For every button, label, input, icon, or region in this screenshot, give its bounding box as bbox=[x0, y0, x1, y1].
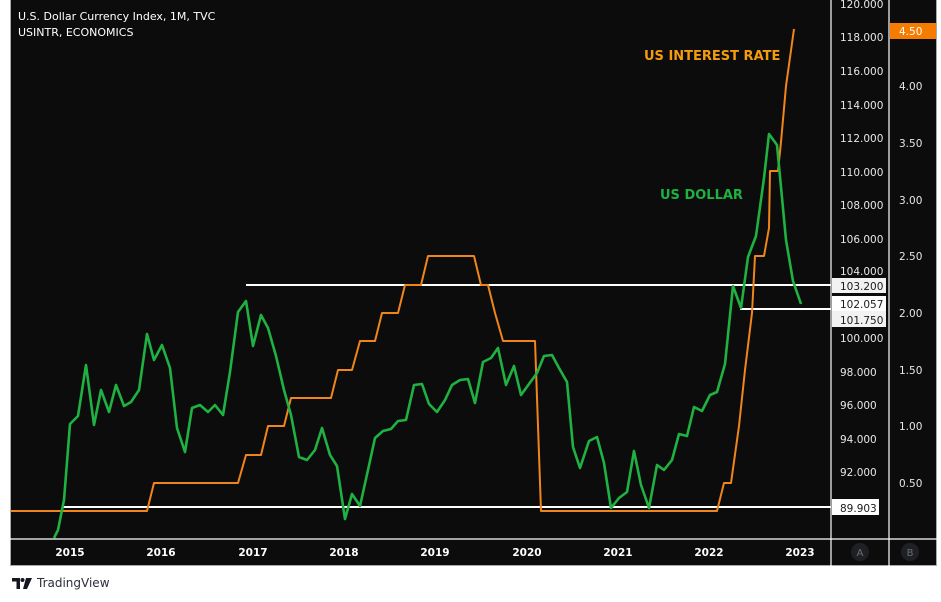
x-tick: 2017 bbox=[238, 547, 267, 559]
legend-symbol-usintr[interactable]: USINTR, ECONOMICS bbox=[18, 26, 134, 39]
axis-a-tick: 112.000 bbox=[840, 133, 883, 145]
axis-a-tick: 114.000 bbox=[840, 100, 883, 112]
scale-b-button[interactable]: B bbox=[901, 543, 919, 561]
axis-b-tick: 3.50 bbox=[899, 138, 922, 150]
annotation-us-dollar: US DOLLAR bbox=[660, 188, 743, 203]
annotation-interest-rate: US INTEREST RATE bbox=[644, 49, 780, 64]
interest-rate-line[interactable] bbox=[11, 28, 795, 512]
x-tick: 2016 bbox=[146, 547, 175, 559]
axis-a-tick: 110.000 bbox=[840, 167, 883, 179]
us-dollar-line[interactable] bbox=[52, 132, 803, 539]
price-axis-b[interactable]: 4.50 4.00 3.50 3.00 2.50 2.00 1.50 1.00 … bbox=[890, 23, 936, 490]
x-tick: 2015 bbox=[55, 547, 84, 559]
axis-a-tick: 120.000 bbox=[840, 0, 883, 11]
x-tick: 2021 bbox=[603, 547, 632, 559]
scale-a-button[interactable]: A bbox=[851, 543, 869, 561]
price-tag-101750: 101.750 bbox=[832, 311, 886, 327]
tradingview-logo-icon bbox=[12, 577, 32, 589]
svg-text:103.200: 103.200 bbox=[840, 281, 883, 293]
svg-text:89.903: 89.903 bbox=[840, 503, 877, 515]
price-tag-89903: 89.903 bbox=[832, 499, 879, 515]
axis-a-tick: 116.000 bbox=[840, 66, 883, 78]
chart-legend[interactable]: U.S. Dollar Currency Index, 1M, TVC USIN… bbox=[18, 9, 215, 41]
axis-b-tick: 2.50 bbox=[899, 251, 922, 263]
x-tick: 2018 bbox=[329, 547, 358, 559]
svg-text:102.057: 102.057 bbox=[840, 299, 883, 311]
axis-a-tick: 104.000 bbox=[840, 266, 883, 278]
svg-text:B: B bbox=[907, 548, 914, 559]
axis-a-tick: 118.000 bbox=[840, 32, 883, 44]
time-axis[interactable]: 2015 2016 2017 2018 2019 2020 2021 2022 … bbox=[55, 547, 814, 559]
axis-a-tick: 96.000 bbox=[840, 400, 877, 412]
axis-b-tick: 2.00 bbox=[899, 308, 922, 320]
axis-b-tick: 1.50 bbox=[899, 365, 922, 377]
price-tag-103200: 103.200 bbox=[832, 278, 886, 293]
axis-a-tick: 92.000 bbox=[840, 467, 877, 479]
axis-b-tick: 0.50 bbox=[899, 478, 922, 490]
x-tick: 2023 bbox=[785, 547, 814, 559]
x-tick: 2019 bbox=[420, 547, 449, 559]
axis-b-tick: 4.00 bbox=[899, 81, 922, 93]
price-tag-102057: 102.057 bbox=[832, 296, 886, 311]
axis-b-tick: 3.00 bbox=[899, 195, 922, 207]
axis-b-tick: 1.00 bbox=[899, 421, 922, 433]
axis-a-tick: 100.000 bbox=[840, 333, 883, 345]
svg-text:A: A bbox=[857, 548, 864, 559]
x-tick: 2022 bbox=[694, 547, 723, 559]
axis-a-tick: 94.000 bbox=[840, 434, 877, 446]
brand-name: TradingView bbox=[37, 576, 110, 590]
current-rate-badge bbox=[890, 23, 936, 39]
current-rate-value: 4.50 bbox=[899, 26, 922, 38]
axis-a-tick: 106.000 bbox=[840, 234, 883, 246]
tradingview-branding[interactable]: TradingView bbox=[12, 576, 110, 590]
axis-a-tick: 108.000 bbox=[840, 200, 883, 212]
svg-text:101.750: 101.750 bbox=[840, 315, 883, 327]
axis-a-tick: 98.000 bbox=[840, 367, 877, 379]
legend-symbol-dxy[interactable]: U.S. Dollar Currency Index, 1M, TVC bbox=[18, 10, 216, 23]
x-tick: 2020 bbox=[512, 547, 541, 559]
price-axis-a[interactable]: 120.000 118.000 116.000 114.000 112.000 … bbox=[840, 0, 883, 479]
chart-frame bbox=[10, 0, 937, 566]
